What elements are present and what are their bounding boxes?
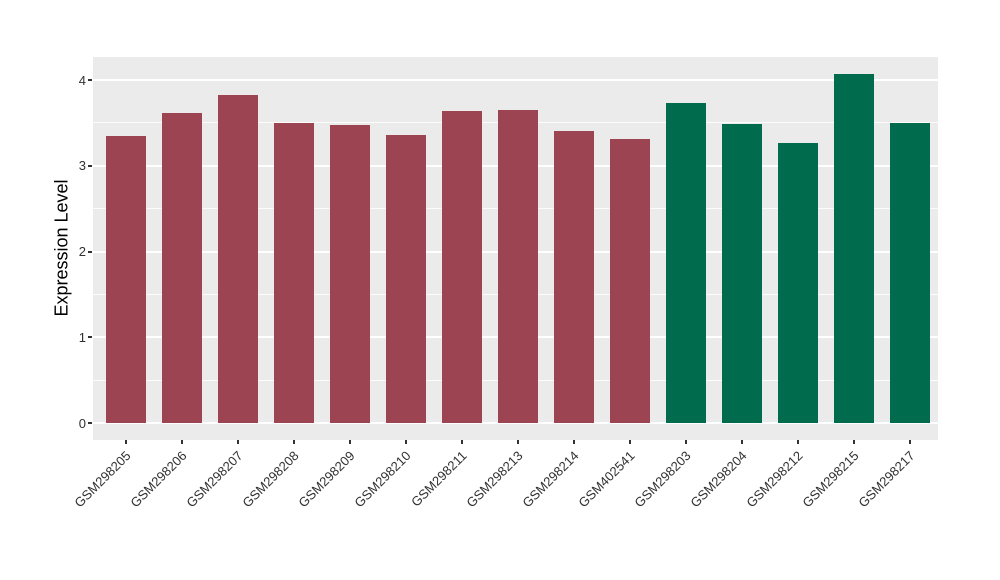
x-tick-mark [293,440,295,444]
x-tick-label: GSM298209 [295,448,358,511]
gridline-major [93,422,938,424]
y-tick-label: 0 [78,415,86,431]
y-tick-label: 2 [78,244,86,259]
bar-GSM298217 [890,122,930,423]
bar-GSM298211 [442,110,482,423]
x-tick-mark [349,440,351,444]
x-tick-mark [125,440,127,444]
bar-GSM298206 [162,112,202,423]
plot-panel [93,57,938,440]
x-tick-mark [517,440,519,444]
x-tick-mark [797,440,799,444]
y-tick-mark [88,164,92,167]
bar-GSM298204 [722,123,762,423]
x-tick-mark [237,440,239,444]
y-tick-label: 4 [78,72,86,88]
x-tick-label: GSM298217 [855,448,918,511]
gridline-major [93,79,938,81]
x-tick-label: GSM298213 [463,448,526,511]
x-tick-mark [629,440,631,444]
x-tick-mark [405,440,407,444]
y-tick-mark [88,336,92,339]
x-tick-label: GSM402541 [575,448,638,511]
x-tick-label: GSM298207 [183,448,246,511]
y-tick-label: 3 [78,158,86,174]
x-tick-label: GSM298206 [127,448,190,511]
x-tick-label: GSM298215 [799,448,862,511]
bar-GSM298208 [274,122,314,423]
x-tick-label: GSM298203 [631,448,694,511]
bar-GSM298213 [498,110,538,423]
bar-GSM298205 [106,135,146,423]
y-tick-label: 1 [78,329,86,345]
bar-GSM298210 [386,134,426,423]
x-tick-label: GSM298211 [408,448,470,510]
x-tick-mark [461,440,463,444]
y-tick-mark [88,250,92,253]
bar-GSM298215 [834,73,874,423]
x-tick-mark [181,440,183,444]
x-tick-label: GSM298212 [743,448,806,511]
x-tick-label: GSM298205 [71,448,134,511]
x-tick-mark [573,440,575,444]
x-tick-label: GSM298210 [351,448,414,511]
bar-GSM298214 [554,131,594,423]
bar-GSM298212 [778,143,818,423]
y-tick-mark [88,422,92,424]
bar-GSM298203 [666,103,706,423]
bar-GSM402541 [610,139,650,423]
x-tick-mark [909,440,911,444]
bar-GSM298209 [330,125,370,423]
x-tick-mark [853,440,855,444]
x-tick-label: GSM298214 [519,448,582,511]
x-tick-label: GSM298204 [687,448,750,511]
x-tick-mark [685,440,687,444]
x-tick-mark [741,440,743,444]
bar-GSM298207 [218,95,258,423]
y-tick-mark [88,79,92,81]
x-tick-label: GSM298208 [239,448,302,511]
